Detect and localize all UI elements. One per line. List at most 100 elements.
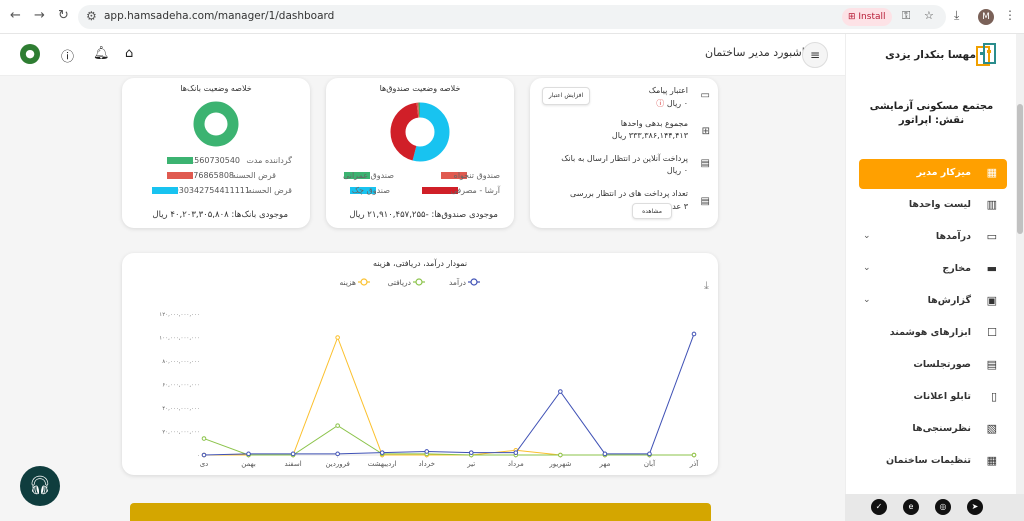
telegram-icon[interactable]: ➤ (967, 499, 983, 515)
bank-summary-card: خلاصه وضعیت بانک‌ها گرداننده مدت 1560730… (122, 78, 310, 228)
chart-download-icon[interactable]: ⤓ (704, 279, 709, 292)
star-icon[interactable]: ☆ (924, 9, 934, 22)
fund-legend-swatch-4 (422, 187, 458, 194)
bank-legend-label-2: قرض الحسنه (231, 171, 276, 180)
site-info-icon[interactable]: ⚙ (86, 9, 97, 23)
bell-icon[interactable]: 🔔︎ (93, 46, 110, 61)
x-tick-label-8: فروردین (325, 460, 349, 468)
x-tick-label-4: مرداد (508, 460, 524, 468)
fund-legend-label-1: صندوق عمرانی (343, 171, 394, 180)
y-tick-label-4: ۸۰,۰۰۰,۰۰۰,۰۰۰ (162, 359, 200, 365)
series-1-point-3 (558, 452, 563, 458)
x-tick-label-11: دی (200, 460, 209, 468)
fund-balance: موجودی صندوق‌ها: -۲۱,۹۱۰,۴۵۷,۲۵۵ ریال (349, 210, 498, 220)
legend-label-0: درآمد (449, 277, 466, 287)
scrollbar-thumb[interactable] (1017, 104, 1023, 234)
chevron-down-icon[interactable]: ⌄ (863, 295, 871, 305)
key-icon[interactable]: ⚿ (902, 9, 911, 22)
address-bar[interactable]: ⚙ app.hamsadeha.com/manager/1/dashboard … (78, 5, 946, 29)
chart-title: نمودار درآمد، دریافتی، هزینه (373, 258, 467, 268)
fund-legend-swatch-2 (441, 172, 467, 179)
series-line-1 (203, 425, 694, 456)
forward-icon[interactable]: → (34, 8, 45, 23)
sms-credit-label: اعتبار پیامک (648, 86, 688, 95)
back-icon[interactable]: ← (10, 8, 21, 23)
complex-info: مجتمع مسکونی آزمایشی نقش: اپراتور (846, 100, 1017, 128)
fund-legend-label-2: صندوق تنخواه (453, 171, 500, 180)
user-role: نقش: اپراتور (898, 115, 965, 126)
sidebar-item-label: تنظیمات ساختمان (885, 455, 971, 466)
income-chart-card: نمودار درآمد، دریافتی، هزینه درآمد دریافتی… (122, 253, 718, 475)
browser-chrome: ← → ↻ ⚙ app.hamsadeha.com/manager/1/dash… (0, 0, 1024, 34)
sidebar: مهسا بنکدار یزدی مجتمع مسکونی آزمایشی نق… (845, 34, 1016, 494)
profile-avatar[interactable]: M (978, 9, 994, 25)
info-card: ▭ اعتبار پیامک ۰ ریال ⓘ افزایش اعتبار ⊞ … (530, 78, 718, 228)
home-icon[interactable]: ⌂ (125, 46, 134, 61)
series-1-point-0 (691, 452, 697, 458)
robot-icon: ☐ (987, 326, 997, 339)
report-icon: ▣ (986, 294, 997, 307)
help-icon[interactable]: ⓘ (61, 50, 75, 65)
view-pending-button[interactable]: مشاهده (632, 203, 672, 219)
brand-logo (976, 43, 996, 66)
series-0-point-3 (558, 389, 563, 394)
fund-slice-check (390, 102, 450, 162)
legend-marker-2 (360, 278, 368, 286)
fund-legend-swatch-3 (350, 187, 376, 194)
sidebar-item-label: میزکار مدیر (916, 167, 971, 178)
bale-icon[interactable]: ✓ (871, 499, 887, 515)
legend-label-1: دریافتی (388, 278, 411, 287)
install-button[interactable]: ⊞ Install (842, 8, 892, 26)
series-line-0 (203, 333, 695, 456)
increase-credit-button[interactable]: افزایش اعتبار (542, 87, 590, 105)
sidebar-item-1[interactable]: ▥ لیست واحدها (859, 191, 1007, 221)
user-avatar-icon[interactable]: ● (20, 44, 40, 64)
sidebar-item-4[interactable]: ▣ گزارش‌ها ⌄ (859, 287, 1007, 317)
sidebar-scrollbar[interactable] (1016, 34, 1024, 494)
install-label: Install (858, 12, 886, 22)
more-icon[interactable]: ⋮ (1004, 8, 1016, 22)
support-headset-button[interactable]: 🎧︎ (20, 466, 60, 506)
series-0-point-7 (379, 450, 385, 455)
reload-icon[interactable]: ↻ (58, 8, 69, 23)
series-0-point-6 (424, 449, 430, 454)
url-text[interactable]: app.hamsadeha.com/manager/1/dashboard (104, 10, 335, 22)
sidebar-item-0[interactable]: ▦ میزکار مدیر (859, 159, 1007, 189)
series-0-point-4 (513, 450, 519, 455)
poll-icon: ▧ (986, 422, 997, 435)
series-line-2 (204, 336, 694, 456)
bank-legend-value-2: 976865808 (188, 171, 234, 180)
sidebar-item-8[interactable]: ▧ نظرسنجی‌ها (859, 415, 1007, 445)
sidebar-item-3[interactable]: ▬ مخارج ⌄ (859, 255, 1007, 285)
fund-legend-label-4: آرشا - مصرفی (450, 186, 500, 195)
sidebar-item-label: لیست واحدها (908, 199, 971, 210)
download-icon[interactable]: ⤓ (954, 8, 960, 22)
sidebar-item-5[interactable]: ☐ ابزارهای هوشمند (859, 319, 1007, 349)
pending-label: تعداد پرداخت های در انتظار بررسی (570, 189, 688, 198)
topbar: ● ⓘ 🔔︎ ⌂ داشبورد مدیر ساختمان ≡ (0, 34, 845, 76)
series-1-point-11 (201, 436, 207, 441)
page-title: داشبورد مدیر ساختمان (705, 46, 810, 59)
units-debt-icon: ⊞ (701, 126, 710, 137)
instagram-icon[interactable]: ◎ (935, 499, 951, 515)
sidebar-item-9[interactable]: ▦ تنظیمات ساختمان (859, 447, 1007, 477)
legend-marker-0 (470, 278, 478, 286)
pending-payments-icon: ▤ (700, 196, 710, 207)
x-tick-label-5: تیر (466, 460, 475, 468)
sms-credit-value: ۰ ریال ⓘ (656, 98, 688, 109)
sidebar-item-2[interactable]: ▭ درآمدها ⌄ (859, 223, 1007, 253)
series-0-point-9 (290, 451, 296, 457)
eitaa-icon[interactable]: e (903, 499, 919, 515)
fund-donut-chart (390, 102, 450, 162)
x-tick-label-1: آبان (644, 459, 656, 468)
chevron-down-icon[interactable]: ⌄ (863, 231, 871, 241)
sidebar-item-label: ابزارهای هوشمند (889, 327, 971, 338)
bank-balance: موجودی بانک‌ها: ۴۰,۲۰۳,۳۰۵,۸۰۸ ریال (152, 210, 288, 220)
sidebar-item-6[interactable]: ▤ صورتجلسات (859, 351, 1007, 381)
x-tick-label-0: آذر (689, 459, 699, 468)
bank-legend-swatch-1 (167, 157, 193, 164)
chevron-down-icon[interactable]: ⌄ (863, 263, 871, 273)
menu-toggle-button[interactable]: ≡ (802, 42, 828, 68)
sidebar-item-7[interactable]: ▯ تابلو اعلانات (859, 383, 1007, 413)
bank-legend-label-3: قرض الحسنه (247, 186, 292, 195)
